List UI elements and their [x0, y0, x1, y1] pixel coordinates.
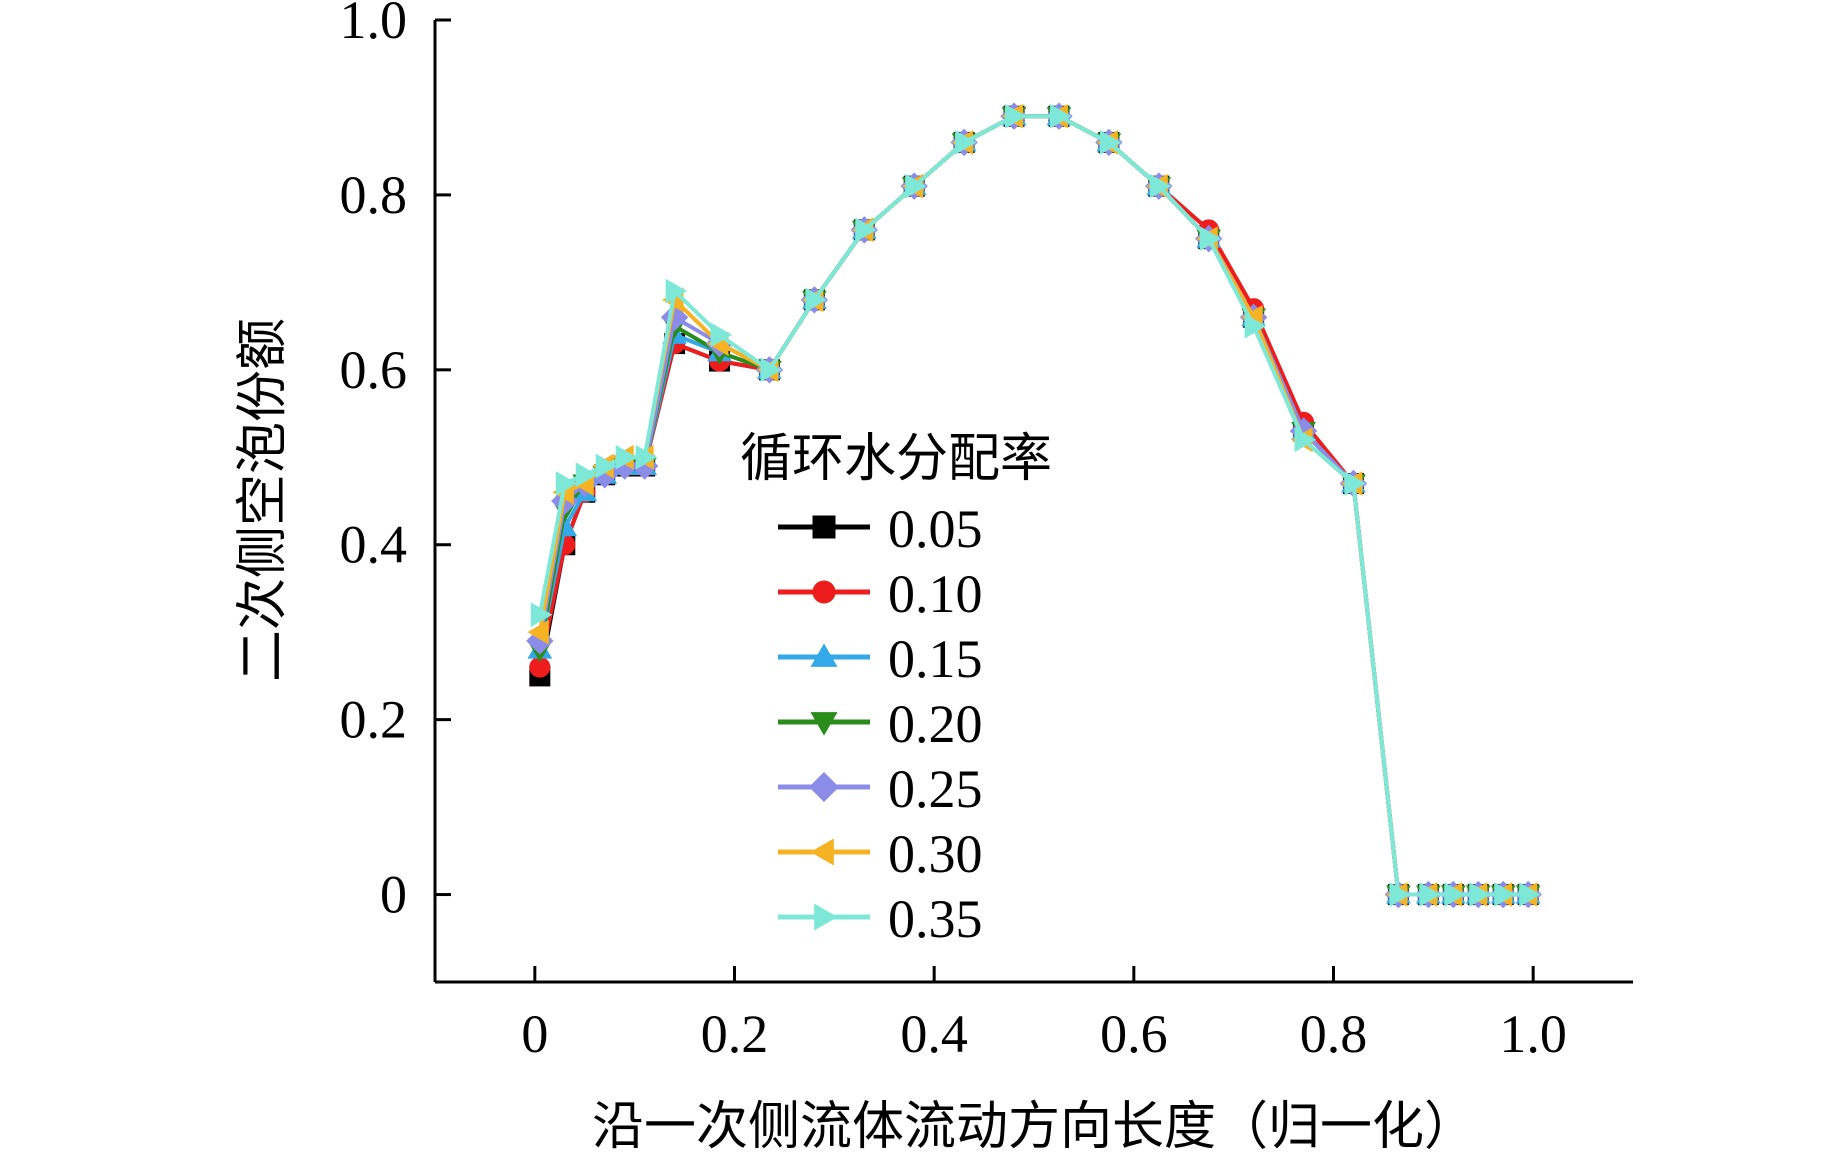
- y-tick-label: 0.4: [340, 515, 408, 575]
- series-0.25: [526, 102, 1542, 909]
- data-point: [575, 462, 598, 488]
- series-line-0.15: [537, 114, 1529, 897]
- data-point: [635, 444, 658, 470]
- x-tick-label: 0.2: [701, 1004, 769, 1064]
- y-tick-label: 0.2: [340, 690, 408, 750]
- legend-item-0.15: 0.15: [778, 629, 983, 689]
- data-point: [1469, 882, 1491, 907]
- legend-item-0.25: 0.25: [778, 759, 983, 819]
- legend-label: 0.05: [888, 499, 983, 559]
- legend-marker: [808, 771, 840, 803]
- legend-title: 循环水分配率: [740, 429, 1052, 489]
- data-point: [1005, 103, 1027, 129]
- data-point: [530, 602, 553, 628]
- series-line-0.30: [537, 114, 1529, 897]
- data-point: [527, 619, 549, 645]
- data-point: [1444, 882, 1466, 907]
- data-point: [1419, 882, 1441, 907]
- legend-marker: [810, 838, 834, 866]
- x-tick-label: 0.8: [1300, 1004, 1368, 1064]
- data-point: [555, 471, 578, 496]
- legend-item-0.20: 0.20: [778, 694, 983, 754]
- legend-item-0.10: 0.10: [778, 564, 983, 624]
- legend: 循环水分配率 0.050.100.150.200.250.300.35: [740, 429, 1052, 949]
- y-tick-label: 0.8: [340, 165, 408, 225]
- series-0.35: [530, 103, 1541, 907]
- data-point: [665, 278, 688, 304]
- data-point: [905, 173, 927, 199]
- y-axis-ticks: 0 0.2 0.4 0.6 0.8 1.0: [340, 0, 451, 925]
- legend-label: 0.15: [888, 629, 983, 689]
- data-point: [1199, 226, 1222, 252]
- data-point: [1294, 427, 1317, 453]
- x-tick-label: 0.4: [900, 1004, 968, 1064]
- x-tick-label: 0: [521, 1004, 548, 1064]
- x-tick-label: 1.0: [1499, 1004, 1567, 1064]
- y-axis-title: 二次侧空泡份额: [233, 318, 293, 682]
- series-line-0.10: [537, 114, 1529, 897]
- legend-label: 0.30: [888, 824, 983, 884]
- legend-items: 0.050.100.150.200.250.300.35: [778, 499, 983, 949]
- data-point: [955, 130, 977, 155]
- data-point: [1494, 882, 1516, 907]
- series-line-0.20: [537, 114, 1529, 897]
- data-point: [1099, 130, 1122, 155]
- y-tick-label: 1.0: [340, 0, 408, 50]
- data-point: [1389, 882, 1411, 907]
- legend-label: 0.20: [888, 694, 983, 754]
- data-point: [1344, 471, 1366, 496]
- data-point: [615, 444, 638, 470]
- legend-marker: [814, 903, 838, 931]
- x-tick-label: 0.6: [1100, 1004, 1168, 1064]
- data-point: [1244, 313, 1267, 339]
- x-axis-title: 沿一次侧流体流动方向长度（归一化）: [592, 1097, 1476, 1154]
- data-point: [595, 453, 618, 479]
- legend-label: 0.10: [888, 564, 983, 624]
- series-line-0.05: [537, 114, 1529, 897]
- legend-marker: [810, 712, 838, 736]
- data-point: [1049, 103, 1072, 129]
- series-line-0.25: [537, 114, 1529, 897]
- data-point: [805, 287, 827, 313]
- legend-marker: [810, 643, 838, 667]
- data-point: [710, 322, 733, 348]
- x-axis-ticks: 0 0.2 0.4 0.6 0.8 1.0: [521, 966, 1567, 1064]
- data-point: [855, 217, 877, 243]
- legend-label: 0.25: [888, 759, 983, 819]
- legend-label: 0.35: [888, 889, 983, 949]
- y-tick-label: 0: [380, 865, 407, 925]
- legend-item-0.35: 0.35: [778, 889, 983, 949]
- series-layer: [526, 102, 1542, 909]
- series-line-0.35: [537, 114, 1529, 897]
- data-point: [1149, 173, 1172, 199]
- legend-marker: [812, 580, 836, 604]
- y-tick-label: 0.6: [340, 340, 408, 400]
- data-point: [1519, 882, 1541, 907]
- legend-item-0.05: 0.05: [778, 499, 983, 559]
- legend-item-0.30: 0.30: [778, 824, 983, 884]
- data-point: [760, 357, 782, 383]
- legend-marker: [812, 515, 836, 539]
